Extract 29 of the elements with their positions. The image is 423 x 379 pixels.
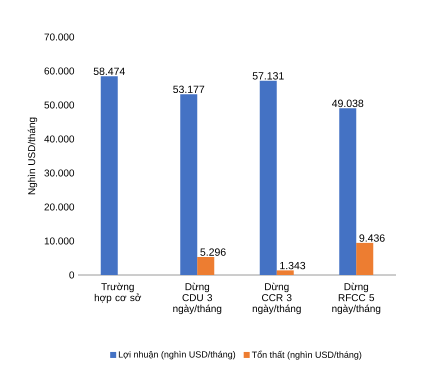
data-label: 5.296 <box>200 248 226 256</box>
data-label: 9.436 <box>359 234 385 242</box>
bar <box>100 76 118 275</box>
y-tick-label: 60.000 <box>44 67 74 75</box>
data-label: 57.131 <box>252 72 284 80</box>
y-tick-label: 40.000 <box>44 135 74 143</box>
data-label: 53.177 <box>173 86 204 94</box>
bar <box>180 94 198 275</box>
x-tick-label: Dừng CCR 3 ngày/tháng <box>252 282 301 314</box>
y-tick-label: 70.000 <box>44 33 74 41</box>
y-tick-label: 10.000 <box>44 237 74 245</box>
legend-label: Lợi nhuận (nghìn USD/tháng) <box>118 350 236 360</box>
bar <box>197 256 214 275</box>
x-tick-label: Trường hợp cơ sở <box>94 282 142 304</box>
bar <box>339 108 356 275</box>
bar <box>356 242 374 275</box>
y-axis-title: Nghìn USD/tháng <box>28 118 38 194</box>
data-label: 58.474 <box>94 68 125 75</box>
y-tick-label: 20.000 <box>44 203 74 211</box>
y-tick-label: 0 <box>69 271 74 279</box>
bar <box>276 270 294 275</box>
data-label: 49.038 <box>332 100 364 108</box>
y-tick-label: 50.000 <box>44 101 74 109</box>
data-label: 1.343 <box>280 262 306 270</box>
bar <box>260 80 277 275</box>
x-tick-label: Dừng CDU 3 ngày/tháng <box>173 282 222 314</box>
legend-label: Tổn thất (nghìn USD/tháng) <box>252 350 362 360</box>
y-tick-label: 30.000 <box>44 169 74 177</box>
x-tick-label: Dừng RFCC 5 ngày/tháng <box>332 282 380 314</box>
